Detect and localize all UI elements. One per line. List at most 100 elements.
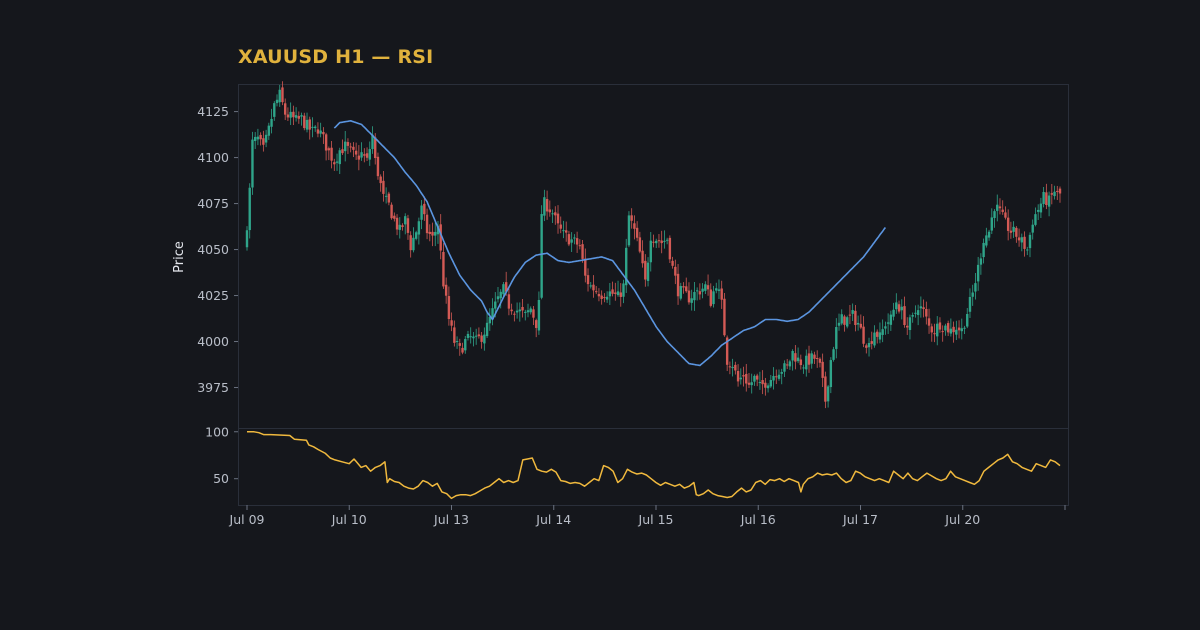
candle-body [387, 193, 391, 203]
candle-body [1012, 226, 1015, 232]
candle-body [1056, 190, 1059, 192]
candle-body [543, 197, 546, 216]
candle-body [867, 342, 871, 348]
candle-body [963, 327, 966, 329]
candle-body [562, 230, 565, 232]
price-tick-label: 4025 [197, 288, 229, 303]
candle-body [805, 355, 808, 370]
candle-body [384, 195, 388, 197]
candle-body [447, 296, 451, 320]
candle-body [695, 290, 699, 292]
candle-body [1058, 188, 1062, 194]
candle-body [477, 334, 481, 337]
x-tick-label: Jul 20 [944, 512, 980, 527]
candle-body [709, 289, 712, 306]
candle-body [1047, 195, 1051, 207]
candle-body [510, 309, 513, 312]
candle-body [534, 320, 538, 328]
candle-body [281, 87, 284, 103]
candle-body [679, 286, 682, 299]
rsi-panel-frame [238, 428, 1069, 506]
candle-body [897, 304, 901, 312]
candle-body [772, 375, 775, 381]
candle-body [723, 298, 726, 336]
candle-body [865, 345, 868, 348]
candle-body [802, 367, 805, 369]
candle-body [766, 385, 770, 389]
candle-body [848, 314, 852, 316]
candle-body [414, 232, 418, 239]
candle-body [622, 283, 625, 297]
candle-body [1006, 217, 1010, 231]
candle-body [507, 294, 511, 309]
candle-body [715, 288, 718, 291]
candle-body [906, 325, 909, 328]
candle-body [472, 336, 475, 339]
candle-body [889, 314, 893, 325]
candles-layer [245, 81, 1062, 409]
candle-body [815, 358, 819, 360]
candle-body [262, 138, 265, 145]
candle-body [556, 213, 560, 224]
candle-body [545, 199, 549, 212]
candle-body [638, 237, 642, 252]
candle-body [1009, 230, 1013, 233]
candle-body [966, 314, 969, 327]
candle-body [739, 377, 743, 380]
candle-body [338, 150, 341, 165]
candle-body [1020, 237, 1024, 243]
candle-body [627, 215, 631, 246]
candle-body [712, 291, 715, 305]
candle-body [777, 374, 781, 379]
price-axis: 3975 4000 4025 4050 4075 4100 4125 [197, 104, 238, 395]
candle-body [439, 224, 442, 251]
candle-body [578, 245, 582, 247]
candle-body [488, 317, 492, 324]
candle-body [289, 111, 292, 118]
candle-body [725, 337, 729, 365]
candle-body [870, 341, 873, 344]
candle-body [245, 230, 249, 248]
candle-body [641, 250, 644, 264]
price-tick-label: 4125 [197, 104, 229, 119]
candle-body [796, 357, 800, 362]
candle-body [341, 149, 344, 154]
candle-body [1050, 193, 1054, 195]
candle-body [363, 154, 366, 156]
candle-body [504, 282, 508, 292]
candle-body [376, 156, 380, 177]
candle-body [1045, 192, 1048, 206]
candle-body [873, 332, 876, 346]
candle-body [256, 136, 260, 140]
candle-body [835, 327, 838, 349]
candle-body [761, 380, 764, 385]
candle-body [436, 225, 440, 235]
candle-body [270, 118, 273, 127]
candle-body [941, 331, 944, 333]
candle-body [837, 322, 841, 326]
candle-body [1017, 237, 1021, 241]
candle-body [818, 358, 822, 363]
candle-body [731, 366, 734, 369]
candle-body [736, 371, 740, 382]
candle-body [480, 335, 483, 342]
candle-body [551, 213, 554, 215]
candle-body [851, 310, 854, 314]
candle-body [412, 237, 415, 251]
candle-body [938, 322, 942, 330]
candle-body [357, 155, 361, 160]
rsi-axis: 50 100 [205, 424, 238, 486]
candle-body [807, 353, 811, 365]
candle-body [335, 161, 339, 163]
candle-body [930, 326, 933, 333]
candle-body [540, 214, 543, 298]
candle-body [1042, 191, 1045, 204]
candle-body [914, 312, 917, 314]
candle-body [573, 237, 576, 239]
candle-body [764, 382, 767, 388]
candle-body [592, 284, 595, 291]
x-tick-label: Jul 15 [638, 512, 674, 527]
candle-body [303, 115, 306, 129]
candle-body [584, 258, 587, 276]
candle-body [344, 141, 347, 152]
